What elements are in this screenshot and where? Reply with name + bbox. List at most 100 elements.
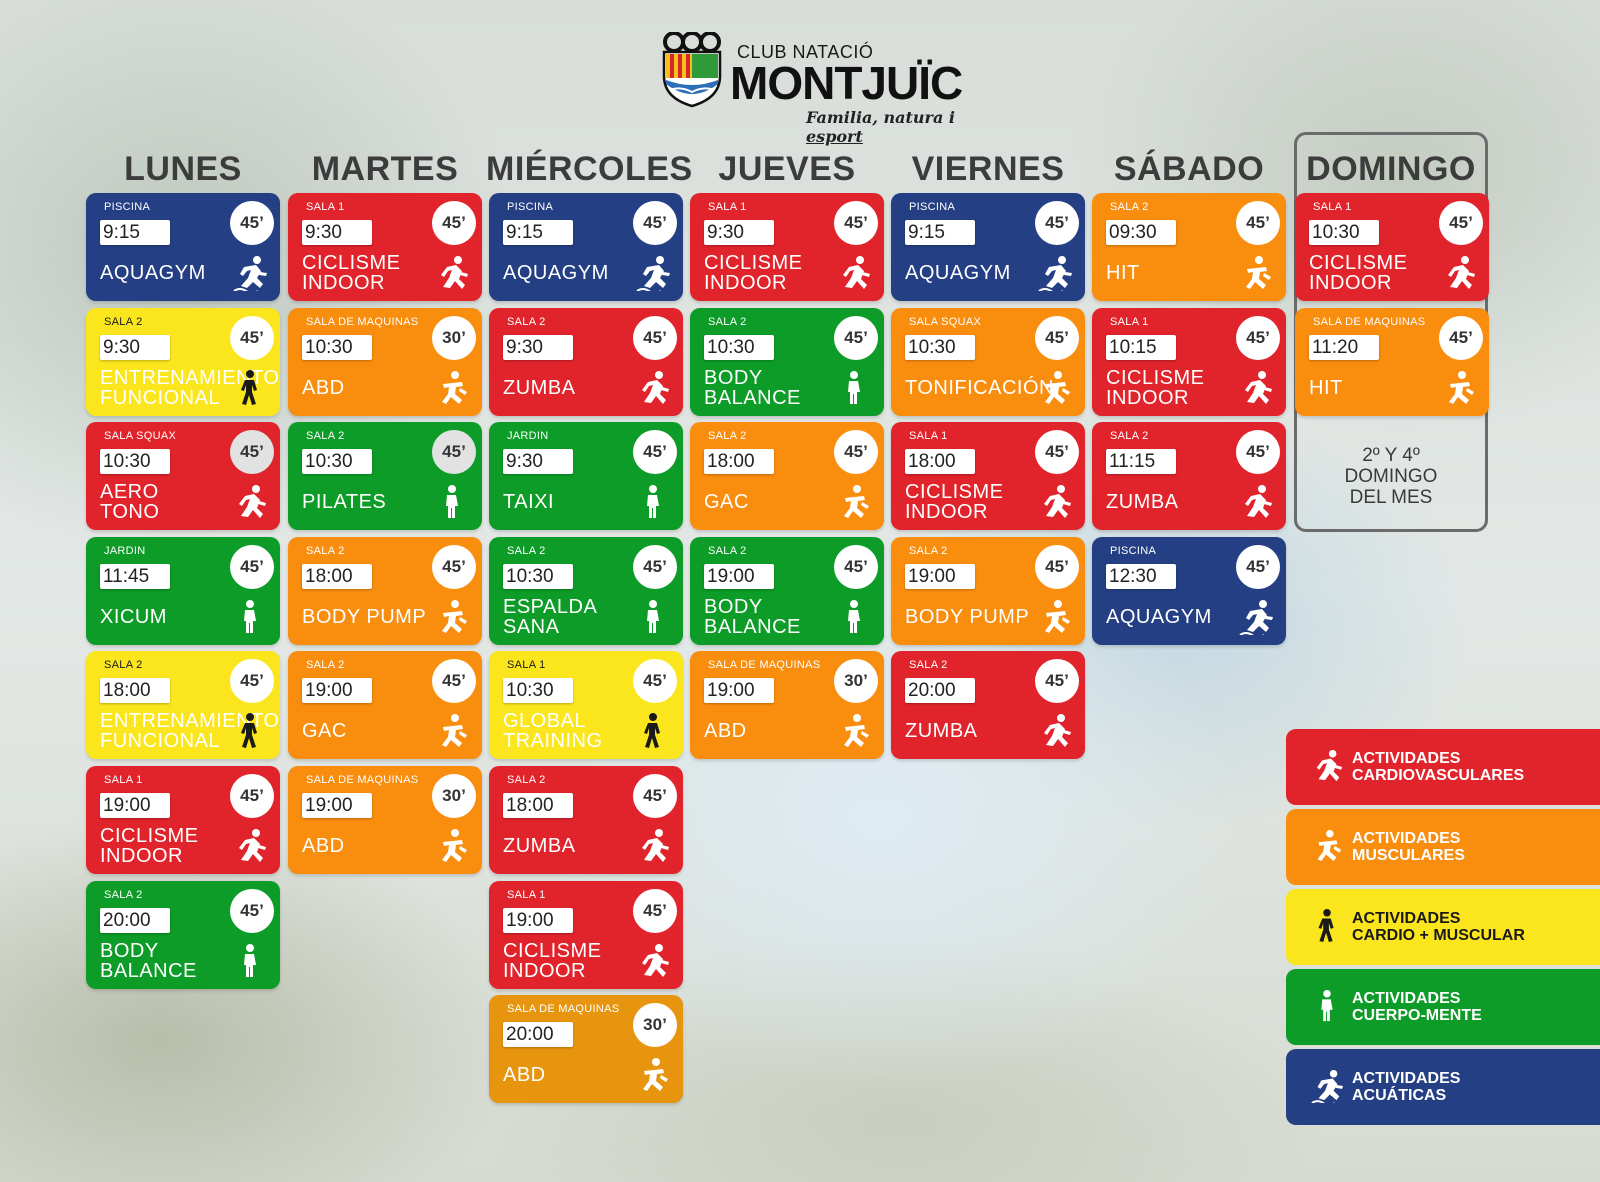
exercise-icon	[442, 829, 467, 862]
class-room: SALA SQUAX	[909, 316, 982, 328]
class-name: ZUMBA	[503, 377, 576, 399]
class-room: SALA 2	[104, 316, 143, 328]
class-time: 9:15	[100, 220, 170, 245]
logo-tagline: Familia, natura i esport	[806, 108, 955, 146]
class-duration-badge: 45’	[1236, 430, 1280, 474]
class-room: SALA 1	[507, 659, 546, 671]
class-time: 10:30	[100, 449, 170, 474]
class-time: 19:00	[704, 564, 774, 589]
class-time: 09:30	[1106, 220, 1176, 245]
day-header-domingo: DOMINGO	[1306, 150, 1476, 188]
logo-club-label: CLUB NATACIÓ	[737, 42, 874, 62]
class-room: SALA 1	[306, 201, 345, 213]
class-time: 19:00	[302, 793, 372, 818]
class-time: 19:00	[905, 564, 975, 589]
class-duration-badge: 45’	[834, 316, 878, 360]
domingo-note: 2º Y 4º DOMINGO DEL MES	[1344, 445, 1438, 508]
class-card: SALA SQUAX 10:30 45’ AERO TONO	[86, 422, 280, 530]
class-card: SALA 1 19:00 45’ CICLISME INDOOR	[86, 766, 280, 874]
running-icon	[239, 485, 266, 518]
swim-runner-icon	[636, 256, 670, 291]
class-time: 10:30	[1309, 220, 1379, 245]
standing-icon	[647, 485, 659, 518]
swim-runner-icon	[233, 256, 267, 291]
class-name: ZUMBA	[905, 720, 978, 742]
day-header-jueves: JUEVES	[718, 150, 856, 188]
class-time: 9:15	[905, 220, 975, 245]
class-duration-badge: 45’	[432, 201, 476, 245]
class-duration-badge: 45’	[1035, 201, 1079, 245]
class-name: AQUAGYM	[100, 262, 206, 284]
standing-icon	[848, 371, 860, 404]
class-time: 9:30	[704, 220, 774, 245]
class-duration-badge: 45’	[230, 659, 274, 703]
class-name: BODY BALANCE	[704, 367, 801, 409]
club-crest-icon	[662, 32, 722, 108]
class-card: SALA 2 19:00 45’ BODY BALANCE	[690, 537, 884, 645]
standing-icon	[446, 485, 458, 518]
walking-icon	[241, 713, 257, 748]
legend-label: ACTIVIDADES CARDIOVASCULARES	[1352, 750, 1525, 784]
class-duration-badge: 45’	[1035, 316, 1079, 360]
class-name: TONIFICACIÓN	[905, 377, 1054, 399]
class-name: ABD	[704, 720, 747, 742]
class-name: GLOBAL TRAINING	[503, 710, 603, 752]
class-card: SALA SQUAX 10:30 45’ TONIFICACIÓN	[891, 308, 1085, 416]
class-duration-badge: 45’	[230, 889, 274, 933]
class-time: 9:30	[100, 335, 170, 360]
class-name: AQUAGYM	[1106, 606, 1212, 628]
class-name: ENTRENAMIENTO FUNCIONAL	[100, 367, 280, 409]
legend-item: ACTIVIDADES CUERPO-MENTE	[1286, 969, 1600, 1045]
running-icon	[239, 829, 266, 862]
class-name: BODY BALANCE	[704, 596, 801, 638]
class-time: 10:30	[503, 678, 573, 703]
logo-club-name: MONTJUÏC	[730, 57, 963, 109]
class-card: SALA 1 9:30 45’ CICLISME INDOOR	[288, 193, 482, 301]
class-duration-badge: 45’	[834, 201, 878, 245]
class-duration-badge: 30’	[834, 659, 878, 703]
class-room: SALA DE MAQUINAS	[306, 774, 419, 786]
standing-icon	[1321, 989, 1333, 1022]
class-name: AQUAGYM	[905, 262, 1011, 284]
class-room: PISCINA	[104, 201, 151, 213]
legend-item: ACTIVIDADES CARDIOVASCULARES	[1286, 729, 1600, 805]
class-name: ABD	[302, 835, 345, 857]
class-name: CICLISME INDOOR	[100, 825, 199, 867]
running-icon	[1245, 371, 1272, 404]
legend-label: ACTIVIDADES ACUÁTICAS	[1352, 1070, 1461, 1104]
class-room: SALA 1	[909, 430, 948, 442]
class-room: SALA 2	[1110, 430, 1149, 442]
exercise-icon	[442, 600, 467, 633]
class-card: SALA 2 10:30 45’ ESPALDA SANA	[489, 537, 683, 645]
class-name: HIT	[1106, 262, 1140, 284]
exercise-icon	[1045, 600, 1070, 633]
class-room: JARDIN	[507, 430, 549, 442]
class-room: SALA SQUAX	[104, 430, 177, 442]
class-time: 20:00	[100, 908, 170, 933]
class-name: TAIXI	[503, 491, 555, 513]
class-time: 19:00	[704, 678, 774, 703]
class-card: SALA 2 18:00 45’ BODY PUMP	[288, 537, 482, 645]
walking-icon	[1318, 909, 1334, 943]
standing-icon	[848, 600, 860, 633]
class-room: SALA 1	[1313, 201, 1352, 213]
running-icon	[1044, 485, 1071, 518]
class-time: 18:00	[100, 678, 170, 703]
class-card: SALA 1 10:15 45’ CICLISME INDOOR	[1092, 308, 1286, 416]
class-time: 18:00	[704, 449, 774, 474]
class-card: SALA 2 18:00 45’ GAC	[690, 422, 884, 530]
class-room: SALA 1	[1110, 316, 1149, 328]
class-card: SALA 1 10:30 45’ CICLISME INDOOR	[1295, 193, 1489, 301]
class-time: 9:30	[503, 449, 573, 474]
legend-item: ACTIVIDADES ACUÁTICAS	[1286, 1049, 1600, 1125]
class-duration-badge: 45’	[1439, 316, 1483, 360]
class-time: 20:00	[503, 1022, 573, 1047]
class-duration-badge: 45’	[432, 659, 476, 703]
running-icon	[1448, 256, 1475, 289]
class-card: SALA 2 20:00 45’ BODY BALANCE	[86, 881, 280, 989]
class-name: ZUMBA	[503, 835, 576, 857]
class-time: 12:30	[1106, 564, 1176, 589]
class-card: SALA 2 19:00 45’ GAC	[288, 651, 482, 759]
class-time: 18:00	[905, 449, 975, 474]
running-icon	[1044, 714, 1071, 747]
